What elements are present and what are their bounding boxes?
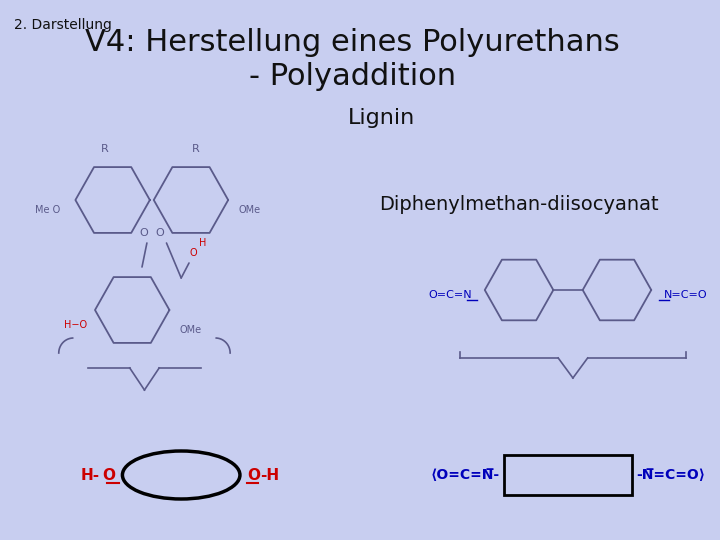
Text: Diphenylmethan-diisocyanat: Diphenylmethan-diisocyanat	[379, 195, 659, 214]
Text: H-: H-	[81, 468, 100, 483]
Text: - Polyaddition: - Polyaddition	[249, 62, 456, 91]
Text: -H: -H	[261, 468, 279, 483]
Bar	[505, 455, 631, 495]
Text: Me O: Me O	[35, 205, 60, 215]
Text: H: H	[199, 238, 207, 248]
Text: OMe: OMe	[238, 205, 261, 215]
Text: ⟨O=C=N̅-: ⟨O=C=N̅-	[431, 468, 500, 482]
Text: R: R	[101, 144, 109, 154]
Text: H−O: H−O	[64, 320, 87, 330]
Text: V4: Herstellung eines Polyurethans: V4: Herstellung eines Polyurethans	[85, 28, 620, 57]
Text: O=C=N: O=C=N	[428, 290, 472, 300]
Text: O: O	[247, 468, 260, 483]
Text: OMe: OMe	[180, 325, 202, 335]
Text: O: O	[102, 468, 116, 483]
Text: Lignin: Lignin	[348, 108, 415, 128]
Text: 2. Darstellung: 2. Darstellung	[14, 18, 112, 32]
Text: R: R	[192, 144, 199, 154]
Text: N=C=O: N=C=O	[664, 290, 707, 300]
Text: O: O	[156, 228, 164, 238]
Text: -N̅=C=O⟩: -N̅=C=O⟩	[636, 468, 706, 482]
Text: O: O	[140, 228, 148, 238]
Text: O: O	[189, 248, 197, 258]
